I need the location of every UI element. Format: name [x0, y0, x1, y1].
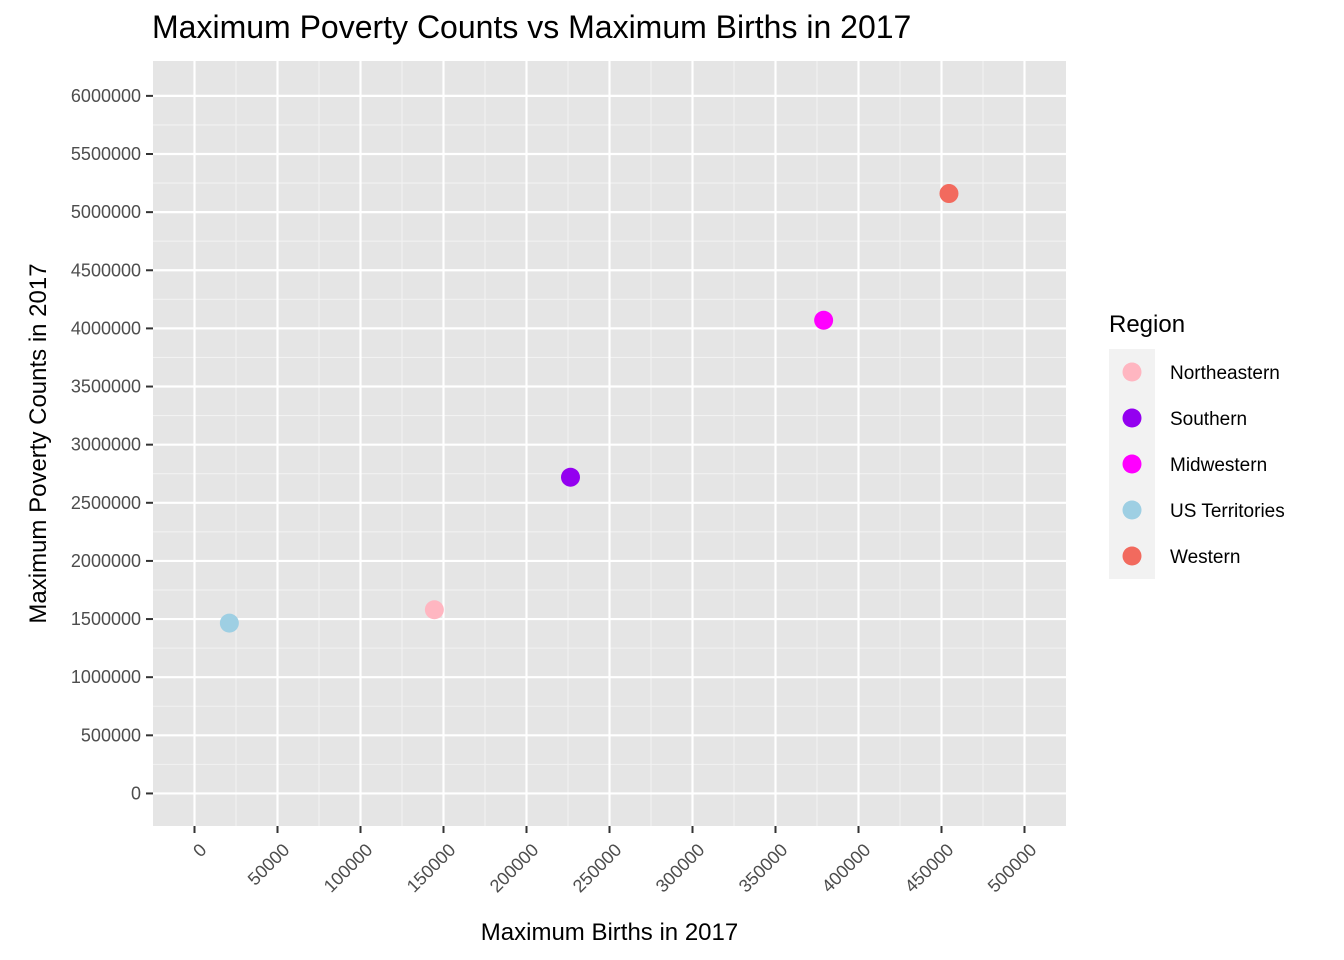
legend-label: Midwestern	[1170, 455, 1267, 476]
y-tick-label: 2000000	[71, 551, 141, 571]
y-tick-label: 2500000	[71, 493, 141, 513]
x-tick-label: 150000	[403, 840, 460, 897]
legend-key	[1122, 362, 1142, 382]
legend-label: Northeastern	[1170, 363, 1280, 384]
y-tick-label: 6000000	[71, 86, 141, 106]
chart-title: Maximum Poverty Counts vs Maximum Births…	[152, 9, 911, 45]
legend-key	[1122, 546, 1142, 566]
y-tick-label: 5000000	[71, 202, 141, 222]
data-point	[219, 613, 239, 633]
legend-label: Southern	[1170, 409, 1247, 430]
legend-key	[1122, 500, 1142, 520]
x-tick-label: 450000	[901, 840, 958, 897]
x-tick-label: 500000	[984, 840, 1041, 897]
y-tick-label: 5500000	[71, 144, 141, 164]
y-tick-label: 3000000	[71, 435, 141, 455]
data-point	[424, 600, 444, 620]
data-points	[219, 184, 959, 633]
y-tick-label: 3500000	[71, 377, 141, 397]
y-tick-label: 4500000	[71, 260, 141, 280]
x-tick-label: 100000	[320, 840, 377, 897]
y-tick-label: 1000000	[71, 667, 141, 687]
legend-key	[1122, 454, 1142, 474]
major-gridlines	[153, 61, 1066, 826]
y-tick-label: 1500000	[71, 609, 141, 629]
x-tick-label: 200000	[486, 840, 543, 897]
x-tick-label: 350000	[735, 840, 792, 897]
x-axis-title: Maximum Births in 2017	[481, 919, 738, 946]
legend-label: US Territories	[1170, 501, 1285, 522]
y-tick-label: 0	[131, 783, 141, 803]
legend-title: Region	[1109, 311, 1185, 338]
y-axis-title: Maximum Poverty Counts in 2017	[25, 263, 52, 623]
x-tick-label: 300000	[652, 840, 709, 897]
legend-key	[1122, 408, 1142, 428]
data-point	[939, 184, 959, 204]
y-tick-label: 500000	[81, 725, 141, 745]
data-point	[814, 310, 834, 330]
legend: Region Northeastern Southern Midwestern US …	[1109, 311, 1285, 579]
x-tick-label: 400000	[818, 840, 875, 897]
x-tick-label: 0	[189, 840, 210, 861]
y-tick-label: 4000000	[71, 318, 141, 338]
x-tick-label: 50000	[244, 840, 294, 890]
x-axis: 0 50000 100000 150000 200000 250000 300000 3500…	[189, 826, 1040, 896]
data-point	[560, 467, 580, 487]
legend-label: Western	[1170, 547, 1240, 568]
y-axis: 0 500000 1000000 1500000 2000000 2500000 30000…	[71, 86, 153, 803]
x-tick-label: 250000	[569, 840, 626, 897]
